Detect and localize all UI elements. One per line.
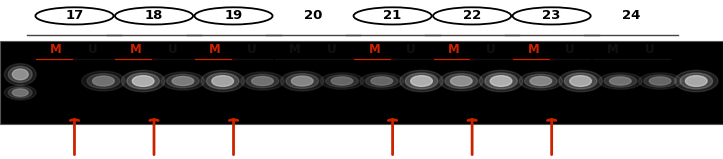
Ellipse shape	[4, 64, 36, 85]
Ellipse shape	[252, 76, 273, 86]
Text: 20: 20	[304, 9, 322, 22]
Ellipse shape	[207, 73, 239, 89]
Ellipse shape	[484, 73, 518, 89]
Text: M: M	[528, 43, 539, 56]
Ellipse shape	[325, 75, 359, 87]
Ellipse shape	[161, 72, 205, 90]
Ellipse shape	[127, 73, 159, 89]
Ellipse shape	[12, 69, 28, 80]
Ellipse shape	[440, 71, 483, 91]
Ellipse shape	[9, 87, 33, 98]
Ellipse shape	[366, 75, 398, 87]
Ellipse shape	[490, 76, 512, 86]
Ellipse shape	[519, 72, 562, 90]
Text: M: M	[130, 43, 142, 56]
Text: 22: 22	[463, 9, 482, 22]
Text: U: U	[645, 43, 654, 56]
Ellipse shape	[609, 77, 631, 85]
Ellipse shape	[649, 77, 671, 85]
Ellipse shape	[360, 73, 403, 89]
Ellipse shape	[524, 74, 557, 88]
Ellipse shape	[87, 74, 120, 88]
Ellipse shape	[400, 70, 443, 92]
Ellipse shape	[121, 70, 165, 92]
Ellipse shape	[530, 76, 552, 86]
Ellipse shape	[479, 70, 523, 92]
Text: 18: 18	[145, 9, 163, 22]
Ellipse shape	[241, 72, 284, 90]
Ellipse shape	[411, 76, 432, 86]
Text: M: M	[51, 43, 62, 56]
Ellipse shape	[9, 66, 33, 83]
Text: U: U	[486, 43, 495, 56]
Ellipse shape	[371, 77, 393, 85]
Ellipse shape	[281, 71, 324, 91]
Ellipse shape	[644, 75, 677, 87]
Text: M: M	[369, 43, 380, 56]
Bar	[0, 41, 723, 124]
Ellipse shape	[166, 74, 200, 88]
Text: U: U	[327, 43, 336, 56]
Text: 17: 17	[65, 9, 84, 22]
Ellipse shape	[599, 73, 642, 89]
Text: 19: 19	[224, 9, 243, 22]
Ellipse shape	[172, 76, 194, 86]
Ellipse shape	[565, 73, 597, 89]
Text: U: U	[168, 43, 177, 56]
Ellipse shape	[12, 89, 28, 96]
Ellipse shape	[247, 74, 279, 88]
Ellipse shape	[291, 76, 313, 86]
Ellipse shape	[405, 73, 437, 89]
Ellipse shape	[82, 71, 125, 91]
Ellipse shape	[93, 76, 114, 86]
Ellipse shape	[331, 77, 353, 85]
Ellipse shape	[286, 74, 318, 88]
Text: 23: 23	[542, 9, 561, 22]
Text: 24: 24	[622, 9, 641, 22]
Ellipse shape	[212, 76, 234, 86]
Text: U: U	[406, 43, 416, 56]
Ellipse shape	[685, 76, 707, 86]
Text: M: M	[607, 43, 619, 56]
Ellipse shape	[680, 73, 713, 89]
Ellipse shape	[320, 73, 364, 89]
Text: M: M	[448, 43, 460, 56]
Ellipse shape	[201, 70, 244, 92]
Ellipse shape	[4, 85, 36, 100]
Ellipse shape	[675, 70, 718, 92]
Ellipse shape	[570, 76, 591, 86]
Text: U: U	[247, 43, 257, 56]
Text: U: U	[88, 43, 98, 56]
Text: U: U	[565, 43, 575, 56]
Text: 21: 21	[383, 9, 402, 22]
Ellipse shape	[445, 74, 477, 88]
Ellipse shape	[638, 73, 682, 89]
Text: M: M	[210, 43, 221, 56]
Ellipse shape	[132, 76, 154, 86]
Ellipse shape	[559, 70, 602, 92]
Ellipse shape	[450, 76, 472, 86]
Text: M: M	[289, 43, 301, 56]
Ellipse shape	[604, 75, 637, 87]
